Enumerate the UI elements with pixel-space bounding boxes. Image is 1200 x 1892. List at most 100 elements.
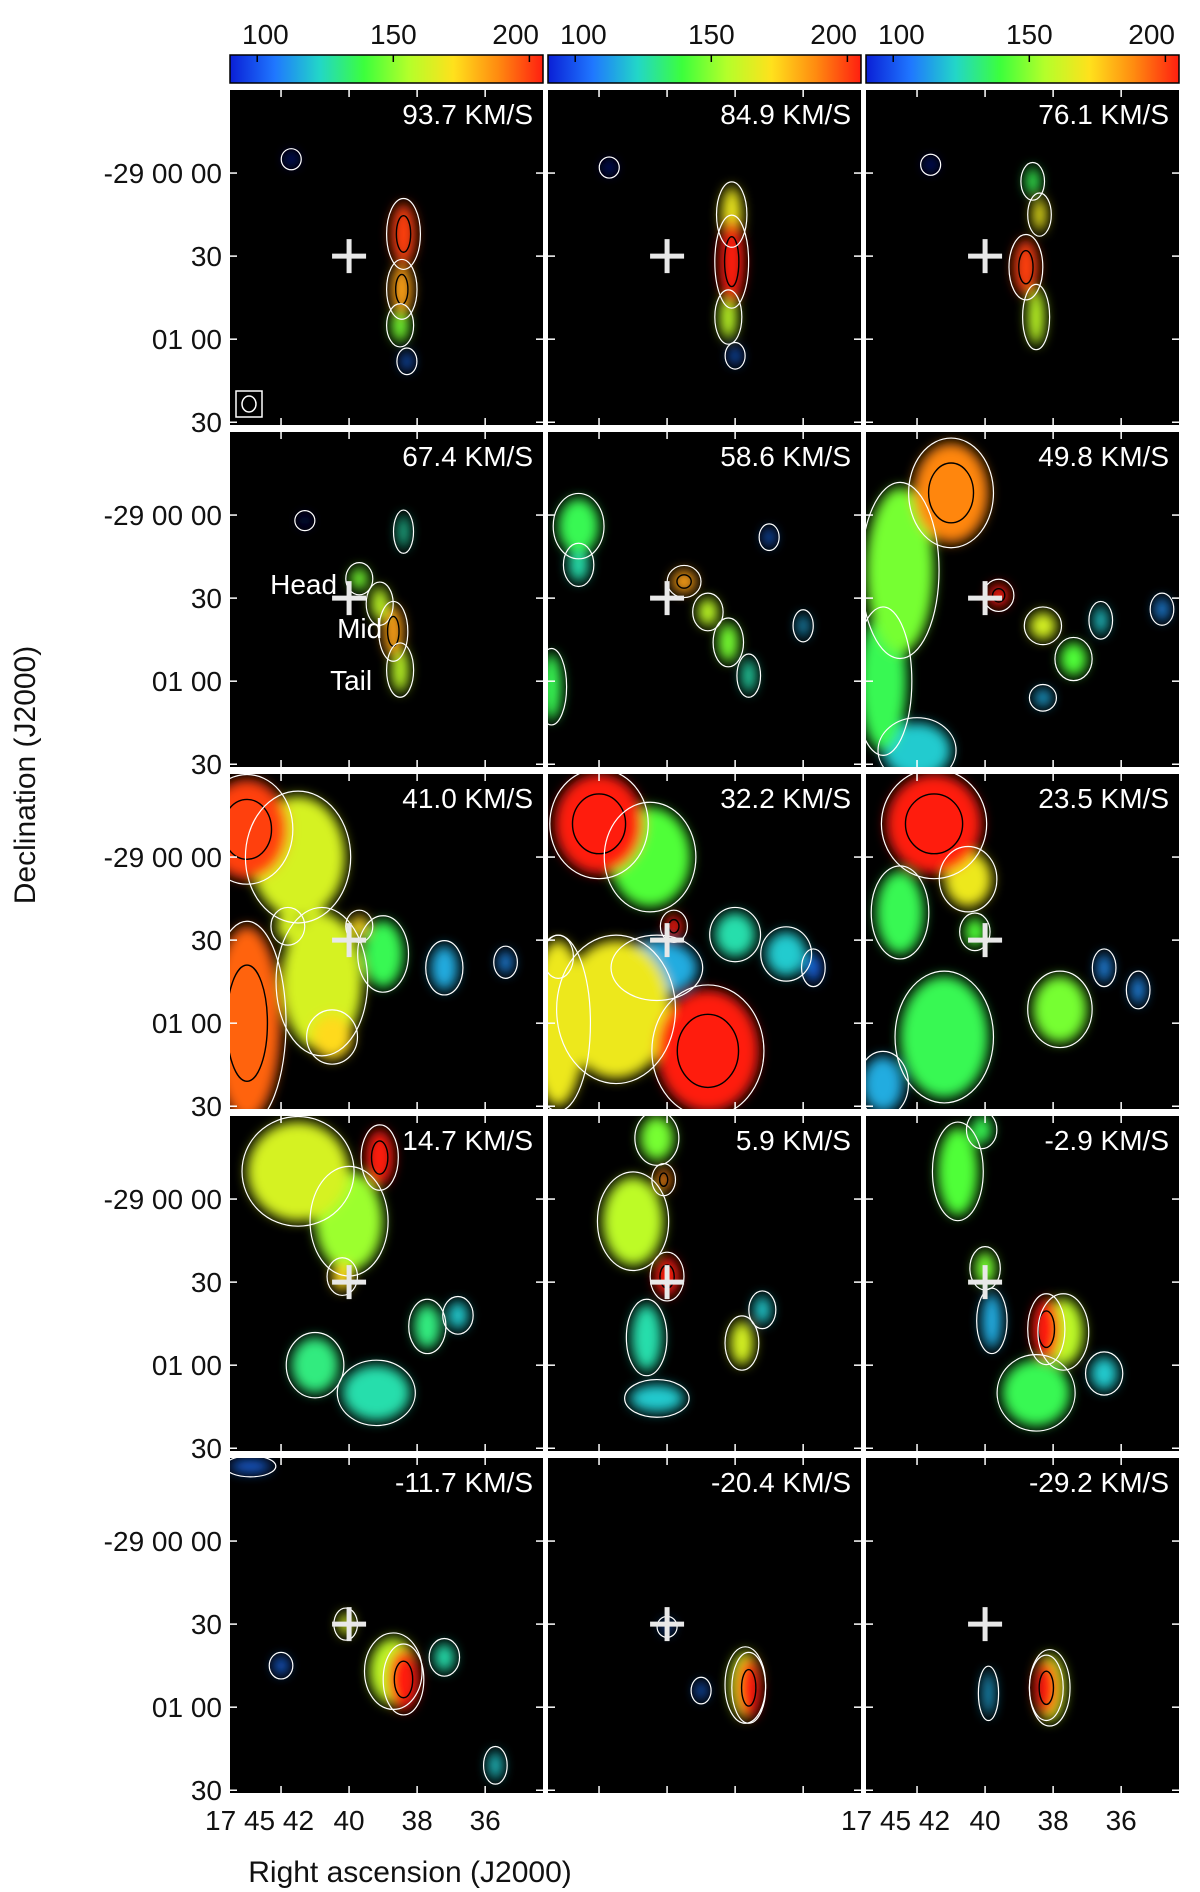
emission-region: [988, 584, 1009, 607]
contour-outer: [1125, 970, 1151, 1010]
contour-outer: [603, 801, 697, 913]
source-marker: [332, 1607, 367, 1642]
emission-region: [447, 1301, 469, 1330]
contour-outer: [977, 1665, 1000, 1722]
emission-layer: [230, 1458, 508, 1785]
contour-outer: [285, 1331, 345, 1399]
emission-region: [971, 1116, 992, 1144]
contour-outer: [1028, 683, 1058, 712]
emission-region: [274, 1657, 288, 1674]
channel-panel: 93.7 KM/S: [230, 90, 543, 425]
contour-outer: [442, 1295, 474, 1335]
emission-region: [391, 647, 409, 693]
contour-outer: [275, 906, 369, 1057]
contour-outer: [493, 945, 518, 979]
emission-layer: [280, 148, 422, 376]
channel-panels: 93.7 KM/S 84.9 KM/S 76.1 KM/S 67.4 KM/S Head…: [230, 90, 1179, 1793]
contour-outer: [866, 1050, 910, 1109]
panel-ticks: [230, 90, 543, 425]
source-marker: [968, 581, 1003, 616]
contour-outer: [692, 592, 724, 632]
emission-region: [736, 1657, 761, 1719]
colorbar-3: 100 150 200: [865, 19, 1180, 84]
annotation-label: Tail: [330, 665, 372, 696]
emission-region: [350, 567, 368, 590]
contour-inner: [676, 574, 692, 589]
contour-outer: [360, 1124, 399, 1191]
emission-layer: [598, 156, 750, 370]
emission-region: [1002, 1359, 1071, 1427]
emission-region: [430, 945, 458, 990]
source-marker: [332, 1265, 367, 1300]
y-tick-label: 01 00: [152, 666, 222, 697]
y-tick-label: 30: [191, 1609, 222, 1640]
source-marker: [650, 581, 685, 616]
source-marker: [968, 923, 1003, 958]
contour-outer: [306, 1009, 359, 1065]
channel-panel: -20.4 KM/S: [548, 1458, 861, 1793]
velocity-label: -11.7 KM/S: [395, 1467, 533, 1498]
colorbar-2: 100 150 200: [547, 19, 862, 84]
emission-region: [291, 1337, 339, 1393]
y-tick-label: 30: [191, 1267, 222, 1298]
emission-region: [398, 515, 409, 549]
emission-region: [488, 1751, 503, 1780]
contour-outer: [1020, 161, 1046, 201]
contour-outer: [714, 214, 750, 309]
emission-region: [719, 220, 744, 304]
source-marker: [650, 239, 685, 274]
source-marker: [332, 581, 367, 616]
contour-inner: [676, 1013, 740, 1089]
panel-background: [548, 1458, 861, 1793]
velocity-label: 84.9 KM/S: [720, 99, 851, 130]
contour-outer: [800, 948, 826, 988]
panel-ticks: [548, 432, 861, 767]
contour-outer: [1008, 233, 1044, 301]
contour-outer: [386, 258, 418, 320]
contour-outer: [866, 481, 940, 660]
contour-inner: [658, 1172, 669, 1188]
y-tick-label: 30: [191, 1775, 222, 1806]
contour-outer: [280, 148, 302, 171]
emission-region: [765, 931, 807, 977]
contour-outer: [365, 581, 394, 626]
emission-region: [275, 912, 300, 941]
panel-ticks: [866, 1458, 1179, 1793]
panel-background: [548, 90, 861, 425]
contour-outer: [1054, 636, 1093, 682]
emission-region: [900, 976, 989, 1098]
x-tick-label: 17 45 42: [841, 1805, 950, 1836]
emission-region: [1034, 1660, 1059, 1716]
velocity-label: 49.8 KM/S: [1038, 441, 1169, 472]
emission-region: [558, 498, 600, 554]
contour-outer: [625, 1298, 668, 1377]
y-tick-label: 30: [191, 749, 222, 780]
contour-outer: [870, 865, 930, 960]
emission-region: [247, 1121, 350, 1222]
contour-outer: [596, 1171, 670, 1272]
panel-ticks: [230, 432, 543, 767]
channel-panel: -2.9 KM/S: [866, 1116, 1179, 1451]
emission-layer: [656, 1615, 767, 1724]
contour-outer: [244, 790, 352, 924]
contour-outer: [230, 774, 294, 885]
channel-panel: 49.8 KM/S: [866, 432, 1179, 767]
contour-outer: [1027, 970, 1093, 1049]
contour-inner: [370, 1140, 389, 1175]
emission-region: [719, 294, 737, 340]
velocity-label: 67.4 KM/S: [402, 441, 533, 472]
contour-outer: [378, 600, 409, 662]
emission-region: [286, 153, 297, 165]
panel-ticks: [230, 774, 543, 1109]
contour-outer: [357, 915, 410, 993]
source-marker: [968, 1607, 1003, 1642]
velocity-label: 14.7 KM/S: [402, 1125, 533, 1156]
contour-outer: [548, 934, 575, 979]
emission-region: [350, 915, 368, 938]
velocity-label: 32.2 KM/S: [720, 783, 851, 814]
emission-region: [391, 203, 416, 265]
y-tick-label: 30: [191, 407, 222, 438]
emission-region: [639, 1116, 674, 1161]
panel-ticks: [866, 432, 1179, 767]
colorbar-tick-label: 150: [1006, 19, 1053, 50]
